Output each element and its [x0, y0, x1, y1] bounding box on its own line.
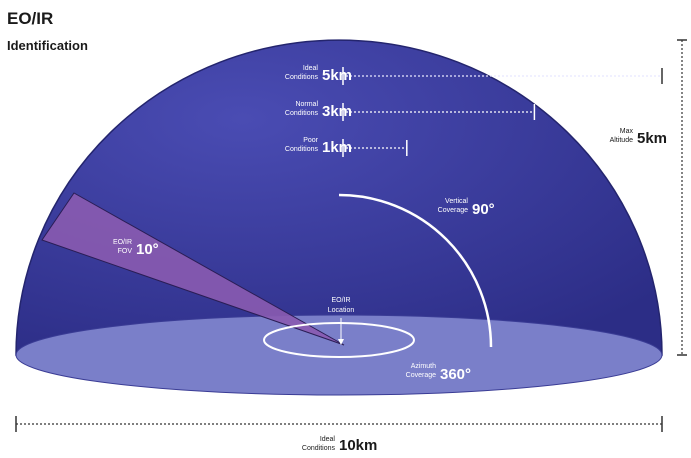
range-poor-label-line1: Poor: [303, 137, 318, 144]
location-label-line2: Location: [328, 307, 355, 314]
title-line2: Identification: [7, 38, 88, 53]
ground-range-value: 10km: [339, 437, 377, 454]
range-normal-value: 3km: [322, 103, 352, 120]
range-poor-value: 1km: [322, 139, 352, 156]
max-altitude-label-line1: Max: [620, 128, 634, 135]
title-line1: EO/IR: [7, 9, 53, 28]
vertical-coverage-label-line2: Coverage: [438, 207, 468, 214]
location-label-line1: EO/IR: [331, 297, 350, 304]
vertical-coverage-value: 90°: [472, 201, 495, 218]
fov-wedge: [41, 192, 345, 346]
vertical-coverage-arc: [338, 193, 493, 348]
range-ideal-value: 5km: [322, 67, 352, 84]
ground-range-label-line1: Ideal: [320, 436, 336, 443]
vertical-coverage-label-line1: Vertical: [445, 198, 468, 205]
azimuth-coverage-label-line2: Coverage: [406, 372, 436, 379]
location-ring: [263, 322, 415, 358]
range-indicators: [342, 67, 663, 157]
azimuth-coverage-label-line1: Azimuth: [411, 363, 436, 370]
ground-range-label-line2: Conditions: [302, 445, 336, 452]
range-poor-label-line2: Conditions: [285, 146, 319, 153]
range-ideal-label-line2: Conditions: [285, 74, 319, 81]
range-ideal-label-line1: Ideal: [303, 65, 319, 72]
range-normal-label-line2: Conditions: [285, 110, 319, 117]
fov-value: 10°: [136, 241, 159, 258]
fov-label-line1: EO/IR: [113, 239, 132, 246]
ground-ellipse: [15, 314, 663, 396]
max-altitude-value: 5km: [637, 130, 667, 147]
fov-label-line2: FOV: [118, 248, 133, 255]
max-altitude-label-line2: Altitude: [610, 137, 633, 144]
range-normal-label-line1: Normal: [295, 101, 318, 108]
azimuth-coverage-value: 360°: [440, 366, 471, 383]
location-arrowhead: [338, 339, 344, 345]
